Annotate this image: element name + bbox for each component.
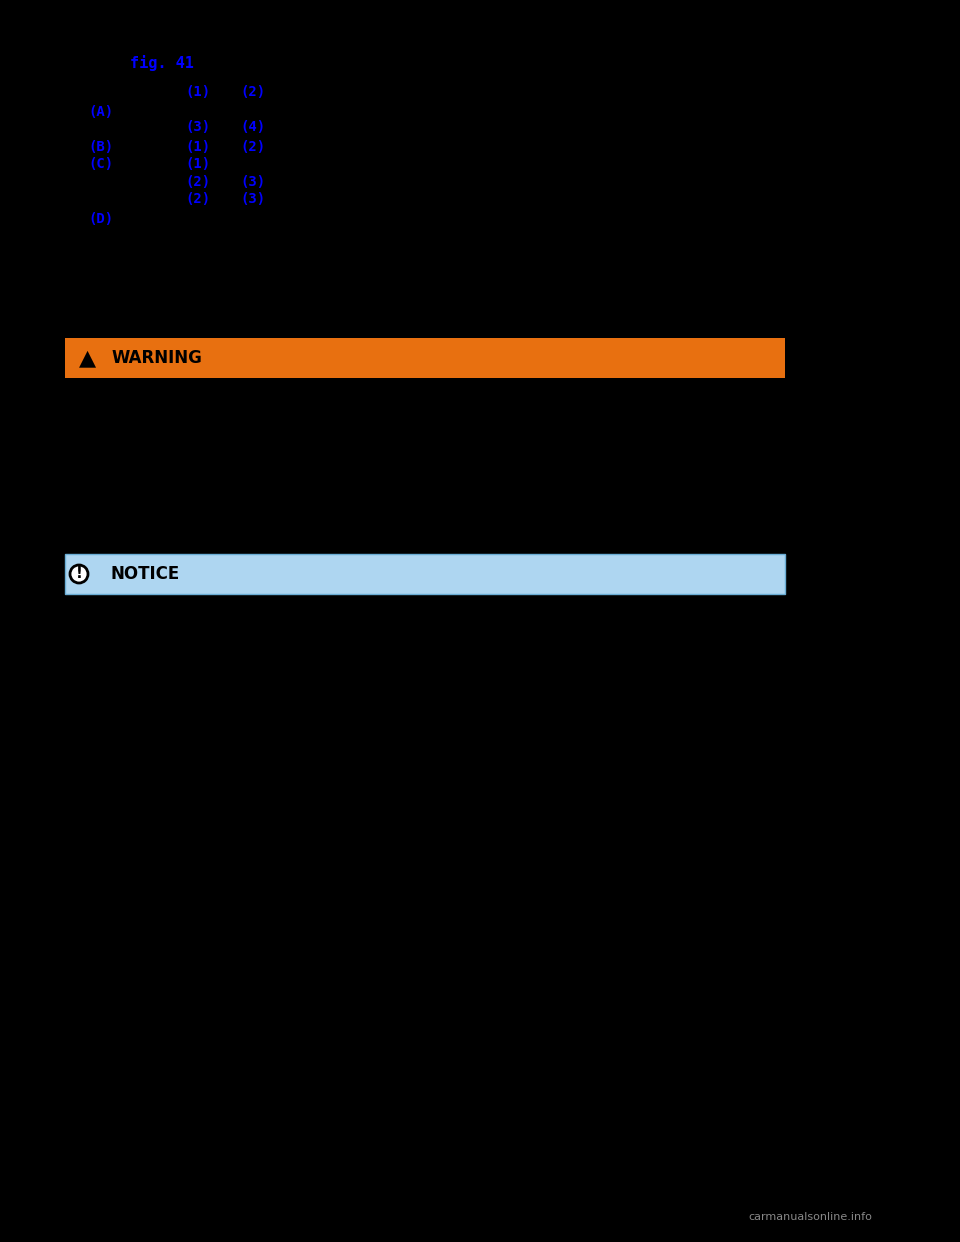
Text: NOTICE: NOTICE — [111, 565, 180, 582]
Bar — [65, 554, 785, 594]
Bar — [65, 338, 785, 378]
Text: !: ! — [76, 566, 83, 581]
Text: ▲: ▲ — [79, 348, 96, 368]
Text: (2): (2) — [240, 140, 265, 154]
Text: WARNING: WARNING — [111, 349, 202, 366]
Text: (C): (C) — [88, 156, 113, 171]
Text: (1): (1) — [185, 140, 210, 154]
Circle shape — [70, 565, 88, 582]
Text: (2): (2) — [185, 175, 210, 189]
Text: (1): (1) — [185, 156, 210, 171]
Text: (3): (3) — [185, 120, 210, 134]
Text: carmanualsonline.info: carmanualsonline.info — [748, 1212, 872, 1222]
Text: (3): (3) — [240, 175, 265, 189]
Text: (B): (B) — [88, 140, 113, 154]
Text: fig. 41: fig. 41 — [130, 55, 194, 71]
Text: (4): (4) — [240, 120, 265, 134]
Text: (1): (1) — [185, 84, 210, 99]
Text: (A): (A) — [88, 106, 113, 119]
Text: (D): (D) — [88, 212, 113, 226]
Text: (3): (3) — [240, 193, 265, 206]
Text: (2): (2) — [240, 84, 265, 99]
Text: (2): (2) — [185, 193, 210, 206]
